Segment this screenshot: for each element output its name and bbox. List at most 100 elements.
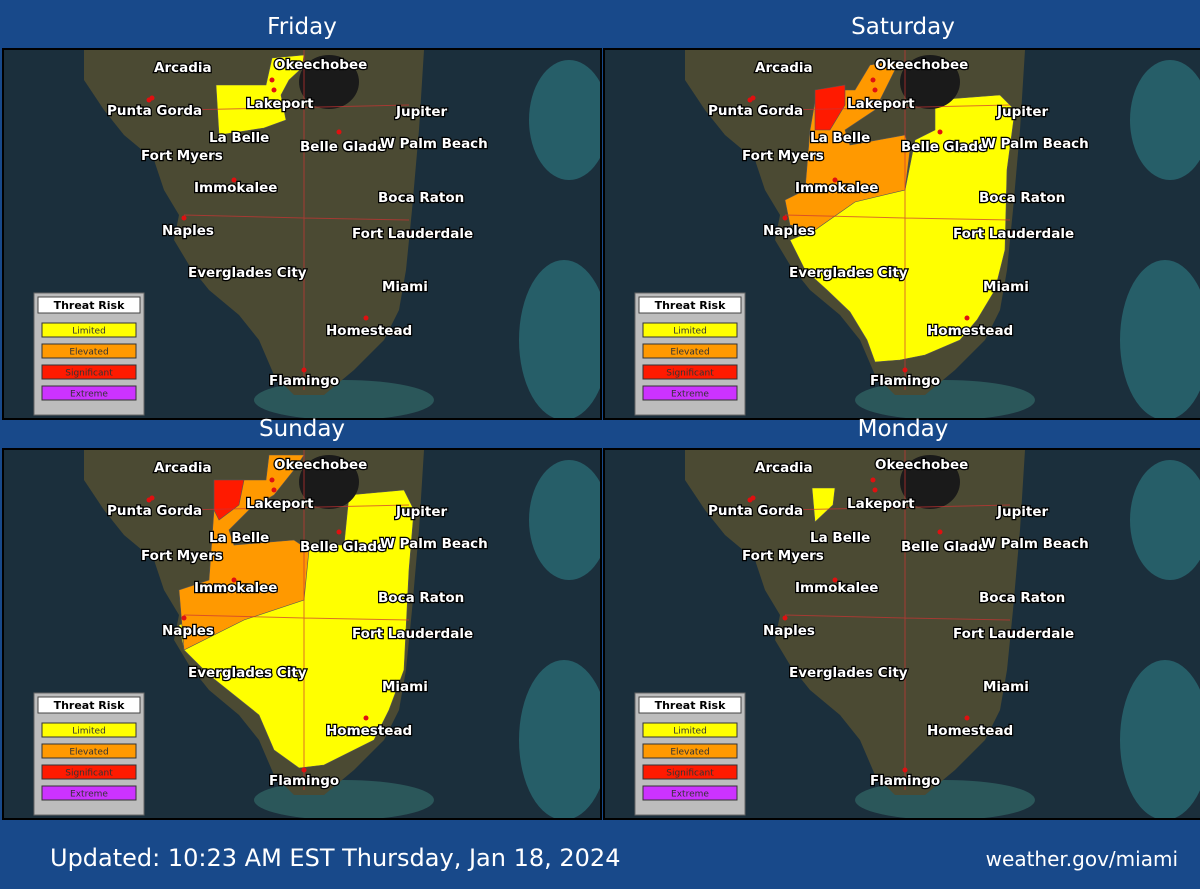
city-label: Flamingo <box>269 773 339 789</box>
legend-swatch <box>41 764 137 780</box>
city-dot <box>872 487 878 493</box>
city-label: Homestead <box>326 723 412 739</box>
legend-label: Extreme <box>671 790 709 800</box>
risk-area <box>178 454 310 651</box>
city-label: W Palm Beach <box>981 136 1089 152</box>
city-dot <box>870 77 876 83</box>
city-label: La Belle <box>209 130 269 146</box>
city-dot <box>269 77 275 83</box>
city-dot <box>937 129 943 135</box>
city-dot <box>870 477 876 483</box>
city-dot <box>1010 630 1016 636</box>
city-dot <box>336 129 342 135</box>
city-label: Belle Glade <box>300 139 386 155</box>
city-label: Homestead <box>326 323 412 339</box>
city-dot <box>301 767 307 773</box>
city-label: Fort Myers <box>141 548 223 564</box>
map-panel: Arcadia Okeechobee Punta Gorda Lakeport Jupi… <box>4 450 600 818</box>
legend-swatch <box>41 722 137 738</box>
legend-swatch <box>642 343 738 359</box>
city-label: Flamingo <box>870 773 940 789</box>
city-dot <box>1010 230 1016 236</box>
city-label: Arcadia <box>154 460 212 476</box>
city-label: Flamingo <box>870 373 940 389</box>
city-label: Punta Gorda <box>107 503 202 519</box>
city-dot <box>782 215 788 221</box>
city-dot <box>782 152 788 158</box>
city-label: Boca Raton <box>979 590 1065 606</box>
legend-label: Limited <box>673 327 707 337</box>
city-label: Boca Raton <box>378 590 464 606</box>
city-dot <box>832 577 838 583</box>
map-panel: Arcadia Okeechobee Punta Gorda Lakeport Jupi… <box>605 50 1200 418</box>
shallow-water <box>519 260 600 418</box>
legend-swatch <box>642 722 738 738</box>
city-dot <box>1020 194 1026 200</box>
legend-swatch <box>642 764 738 780</box>
city-label: Boca Raton <box>979 190 1065 206</box>
map-panel: Arcadia Okeechobee Punta Gorda Lakeport Jupi… <box>605 450 1200 818</box>
city-dot <box>363 315 369 321</box>
map-panel: Arcadia Okeechobee Punta Gorda Lakeport Jupi… <box>4 50 600 418</box>
city-label: Naples <box>162 223 214 239</box>
city-label: Homestead <box>927 323 1013 339</box>
city-label: Immokalee <box>194 180 277 196</box>
city-label: Okeechobee <box>875 457 968 473</box>
city-label: Arcadia <box>154 60 212 76</box>
roads <box>183 50 410 390</box>
city-dot <box>902 367 908 373</box>
legend-label: Elevated <box>670 348 709 358</box>
city-label: Immokalee <box>194 580 277 596</box>
legend-title-box <box>638 696 742 714</box>
city-dot <box>409 630 415 636</box>
legend-swatch <box>41 364 137 380</box>
city-label: Punta Gorda <box>107 103 202 119</box>
city-dot <box>411 507 417 513</box>
city-label: Naples <box>162 623 214 639</box>
city-dot <box>233 269 239 275</box>
land <box>685 450 1025 795</box>
city-dot <box>269 477 275 483</box>
legend-label: Limited <box>72 727 106 737</box>
legend-swatch <box>41 743 137 759</box>
city-dot <box>301 367 307 373</box>
city-dot <box>409 230 415 236</box>
city-label: Belle Glade <box>901 539 987 555</box>
legend-label: Significant <box>666 369 714 379</box>
city-label: Fort Myers <box>141 148 223 164</box>
shallow-water <box>529 60 600 180</box>
city-dot <box>181 552 187 558</box>
risk-area <box>811 487 836 523</box>
city-dot <box>419 594 425 600</box>
roads <box>784 450 1011 790</box>
city-label: Jupiter <box>395 104 448 120</box>
legend-title: Threat Risk <box>54 299 126 312</box>
day-title: Saturday <box>851 14 955 40</box>
city-label: Naples <box>763 223 815 239</box>
city-dot <box>964 715 970 721</box>
city-label: Everglades City <box>789 265 908 281</box>
city-label: Belle Glade <box>300 539 386 555</box>
city-label: Miami <box>382 279 428 295</box>
city-dot <box>336 529 342 535</box>
updated-time: Updated: 10:23 AM EST Thursday, Jan 18, … <box>50 844 620 872</box>
city-dot <box>1002 283 1008 289</box>
city-label: W Palm Beach <box>380 136 488 152</box>
legend-swatch <box>41 322 137 338</box>
city-dot <box>1002 683 1008 689</box>
shallow-water <box>1130 60 1200 180</box>
city-label: Jupiter <box>996 504 1049 520</box>
city-label: Okeechobee <box>274 457 367 473</box>
legend-title-box <box>37 296 141 314</box>
city-dot <box>146 497 152 503</box>
city-dot <box>832 177 838 183</box>
city-dot <box>902 767 908 773</box>
city-dot <box>146 97 152 103</box>
lake-okeechobee <box>900 455 960 509</box>
city-label: Lakeport <box>847 96 915 112</box>
risk-area <box>213 479 245 521</box>
city-dot <box>837 534 843 540</box>
city-label: Fort Myers <box>742 148 824 164</box>
city-dot <box>411 107 417 113</box>
city-label: Fort Myers <box>742 548 824 564</box>
